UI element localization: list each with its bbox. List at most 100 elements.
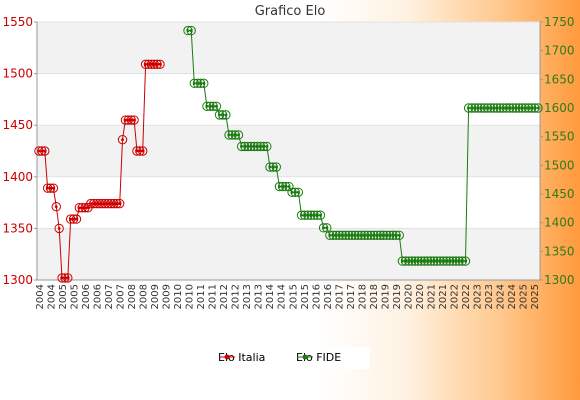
y-right-tick-label: 1550 — [544, 130, 575, 144]
data-point-core-elo-fide — [296, 190, 300, 194]
x-tick-label: 2015 — [300, 284, 311, 309]
data-point-core-elo-italia — [155, 62, 159, 66]
x-tick-label: 2011 — [196, 284, 207, 309]
data-point-core-elo-italia — [138, 149, 142, 153]
data-point-elo-fide — [460, 256, 471, 266]
x-tick-label: 2005 — [58, 284, 69, 309]
grid-band — [37, 22, 540, 74]
data-point-core-elo-fide — [464, 259, 467, 263]
grid-band — [37, 228, 540, 280]
data-point-core-elo-italia — [106, 202, 110, 206]
data-point-elo-fide — [284, 181, 294, 192]
data-point-elo-italia — [138, 146, 148, 156]
x-tick-label: 2011 — [208, 284, 219, 309]
grid-band — [37, 125, 540, 177]
x-tick-label: 2018 — [369, 284, 380, 309]
x-tick-label: 2004 — [35, 284, 46, 309]
data-point-core-elo-italia — [63, 276, 67, 280]
x-tick-label: 2021 — [426, 284, 437, 309]
data-point-core-elo-italia — [66, 276, 70, 280]
data-point-core-elo-italia — [103, 202, 107, 206]
y-left-tick-label: 1400 — [2, 170, 33, 184]
data-point-core-elo-italia — [135, 149, 139, 153]
x-tick-label: 2023 — [484, 284, 495, 309]
data-point-core-elo-italia — [77, 206, 81, 210]
data-point-core-elo-italia — [75, 217, 78, 221]
data-point-core-elo-italia — [132, 118, 136, 122]
data-point-elo-italia — [63, 273, 73, 283]
x-tick-label: 2024 — [507, 284, 518, 309]
y-right-tick-label: 1500 — [544, 158, 575, 172]
y-right-tick-label: 1750 — [544, 15, 575, 29]
data-point-elo-fide — [233, 130, 244, 140]
x-tick-label: 2010 — [185, 284, 196, 309]
x-tick-label: 2017 — [334, 284, 345, 309]
x-tick-label: 2020 — [403, 284, 414, 309]
data-point-core-elo-fide — [287, 185, 291, 188]
data-point-core-elo-italia — [115, 202, 119, 206]
data-point-core-elo-italia — [129, 118, 133, 122]
x-tick-label: 2014 — [265, 284, 276, 309]
x-tick-label: 2007 — [116, 284, 127, 309]
data-point-core-elo-fide — [536, 106, 540, 110]
legend-marker-italia — [219, 354, 235, 360]
x-tick-label: 2022 — [461, 284, 472, 309]
x-tick-label: 2019 — [392, 284, 403, 309]
data-point-core-elo-fide — [224, 113, 228, 117]
y-right-tick-label: 1650 — [544, 72, 575, 86]
x-tick-label: 2010 — [173, 284, 184, 309]
x-tick-label: 2024 — [495, 284, 506, 309]
legend-item-italia: Elo Italia — [218, 351, 265, 364]
data-point-elo-fide — [211, 101, 222, 111]
x-tick-label: 2005 — [70, 284, 81, 309]
data-point-core-elo-italia — [89, 202, 93, 206]
data-point-core-elo-italia — [72, 217, 75, 221]
y-right-tick-label: 1700 — [544, 44, 575, 58]
data-point-core-elo-fide — [202, 81, 206, 85]
data-point-core-elo-fide — [265, 145, 269, 148]
x-tick-label: 2020 — [415, 284, 426, 309]
data-point-core-elo-italia — [40, 149, 44, 153]
data-point-core-elo-italia — [92, 202, 96, 206]
legend-item-fide: Elo FIDE — [296, 351, 341, 364]
data-point-core-elo-italia — [121, 138, 124, 142]
data-point-core-elo-italia — [37, 149, 41, 153]
data-point-core-elo-italia — [112, 202, 116, 206]
data-point-elo-fide — [199, 78, 209, 89]
legend: Elo Italia Elo FIDE — [210, 347, 370, 369]
data-point-core-elo-fide — [325, 226, 329, 230]
data-point-elo-italia — [48, 183, 59, 193]
data-point-core-elo-fide — [274, 165, 278, 169]
data-point-elo-fide — [271, 162, 281, 172]
x-tick-label: 2007 — [104, 284, 115, 309]
y-left-tick-label: 1300 — [2, 273, 33, 287]
data-point-elo-fide — [293, 187, 304, 197]
y-right-tick-label: 1350 — [544, 244, 575, 258]
x-tick-label: 2023 — [472, 284, 483, 309]
x-tick-label: 2009 — [162, 284, 173, 309]
data-point-core-elo-italia — [118, 202, 122, 206]
x-tick-label: 2006 — [93, 284, 104, 309]
data-point-core-elo-fide — [214, 104, 218, 108]
x-tick-label: 2013 — [242, 284, 253, 309]
y-right-tick-label: 1300 — [544, 273, 575, 287]
x-tick-label: 2025 — [530, 284, 541, 309]
x-tick-label: 2025 — [518, 284, 529, 309]
x-tick-label: 2022 — [449, 284, 460, 309]
y-left-tick-label: 1350 — [2, 221, 33, 235]
data-point-elo-italia — [155, 59, 165, 70]
y-right-tick-label: 1400 — [544, 216, 575, 230]
data-point-core-elo-italia — [109, 202, 113, 206]
x-tick-label: 2012 — [231, 284, 242, 309]
data-point-elo-italia — [40, 146, 50, 156]
x-tick-label: 2004 — [47, 284, 58, 309]
data-point-core-elo-italia — [80, 206, 84, 210]
data-point-elo-fide — [315, 210, 326, 220]
data-point-core-elo-italia — [95, 202, 99, 206]
x-tick-label: 2017 — [346, 284, 357, 309]
data-point-elo-fide — [221, 110, 231, 120]
data-point-core-elo-italia — [54, 205, 58, 209]
series-line-elo-fide — [188, 30, 538, 262]
legend-marker-fide — [297, 354, 313, 360]
